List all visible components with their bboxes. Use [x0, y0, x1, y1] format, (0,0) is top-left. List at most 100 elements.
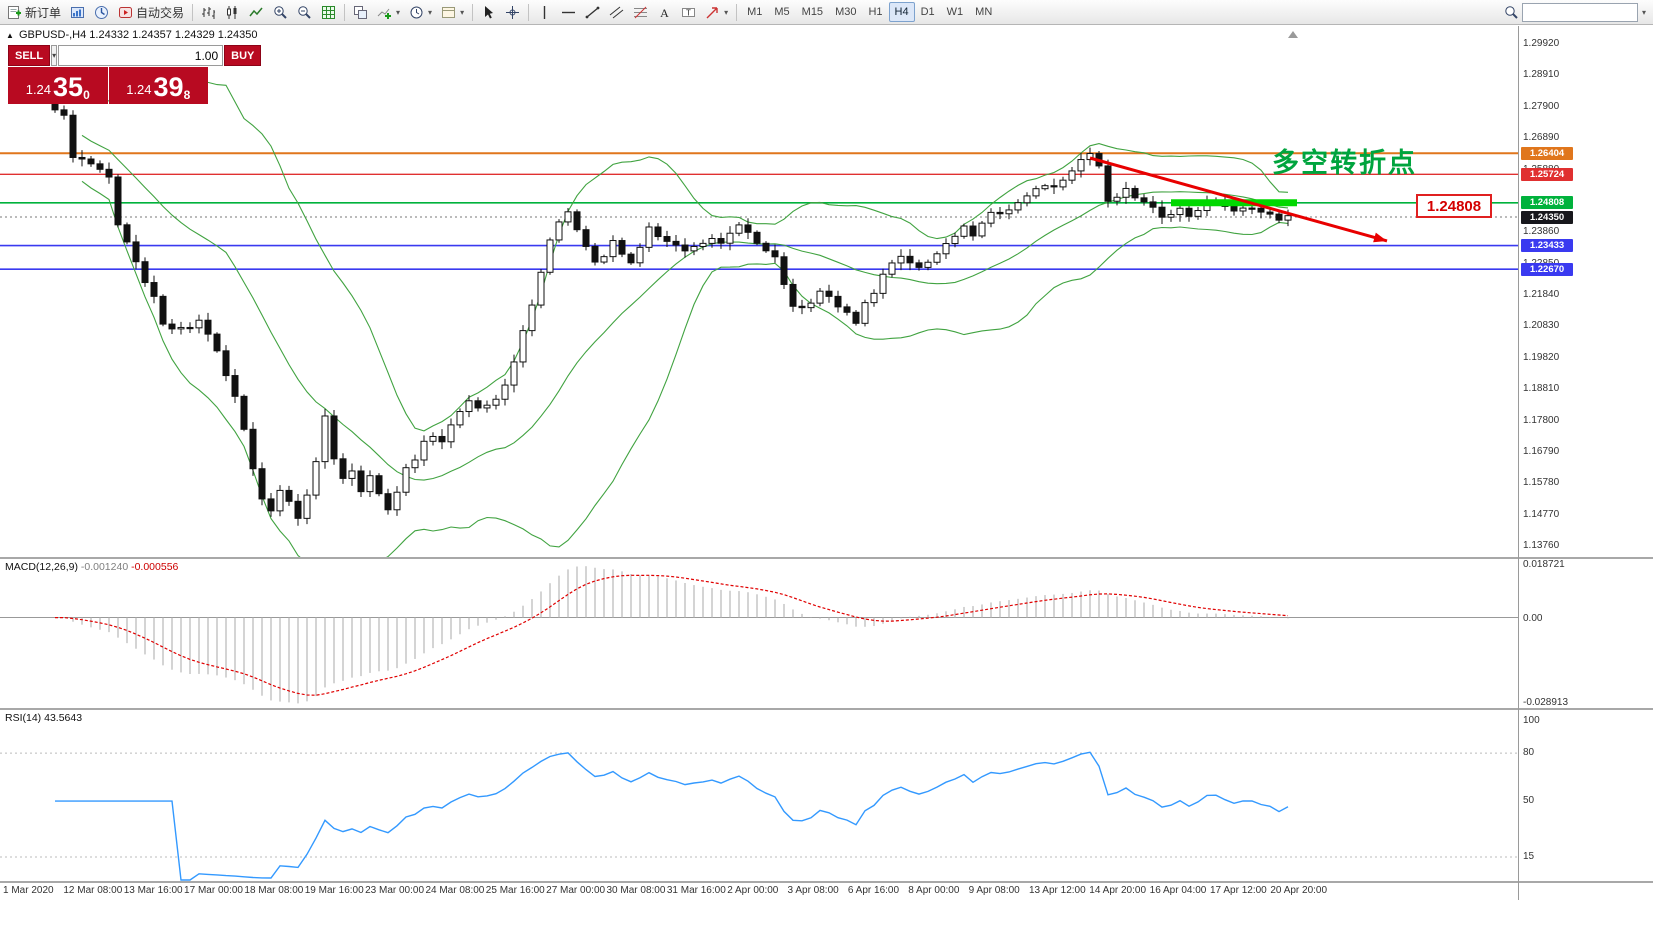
time-axis-label: 3 Apr 08:00 [787, 885, 839, 896]
zoom-out-button[interactable] [293, 2, 316, 23]
new-order-button[interactable]: 新订单 [3, 2, 65, 23]
tile-windows-button[interactable] [349, 2, 372, 23]
symbol-timeframe-label: GBPUSD-,H4 [18, 29, 87, 41]
panel-splitter[interactable] [0, 557, 1653, 559]
candlestick-chart-icon-button[interactable] [221, 2, 244, 23]
rsi-name: RSI(14) [5, 712, 42, 724]
price-axis-label: 1.26890 [1523, 132, 1560, 144]
macd-panel [0, 559, 1518, 708]
tile-windows-icon [354, 5, 368, 19]
price-axis-label: 1.28910 [1523, 69, 1560, 81]
channel-icon [609, 6, 624, 18]
volume-input[interactable] [58, 45, 224, 66]
line-chart-icon-button[interactable] [245, 2, 268, 23]
arrow-tools-button[interactable]: ▾ [701, 2, 732, 23]
channel-tool-button[interactable] [605, 2, 628, 23]
price-axis-label: 1.17800 [1523, 414, 1560, 426]
chart-shift-marker[interactable] [1288, 31, 1298, 38]
time-axis-label: 30 Mar 08:00 [606, 885, 666, 896]
time-scale[interactable]: 1 Mar 2020 12 Mar 08:00 13 Mar 16:00 17 Mar… [0, 883, 1518, 900]
market-watch-icon [71, 6, 85, 18]
fibonacci-tool-button[interactable] [629, 2, 652, 23]
time-axis-label: 6 Apr 16:00 [847, 885, 900, 896]
toolbar-separator [344, 3, 346, 21]
time-axis-label: 23 Mar 00:00 [365, 885, 425, 896]
sell-price-button[interactable]: 1.24 35 0 [8, 67, 108, 104]
buy-price-pip: 8 [183, 88, 191, 102]
price-chart-canvas[interactable] [0, 26, 1518, 570]
price-scale-border [1518, 26, 1519, 900]
label-tool-button[interactable]: T [677, 2, 700, 23]
price-axis-label: 1.19820 [1523, 351, 1560, 363]
timeframe-button-m15[interactable]: M15 [796, 2, 829, 22]
time-axis-label: 17 Apr 12:00 [1210, 885, 1267, 896]
macd-label: MACD(12,26,9) -0.001240 -0.000556 [5, 561, 178, 573]
price-axis-label: 1.29920 [1523, 38, 1560, 49]
timeframe-button-m1[interactable]: M1 [741, 2, 768, 22]
vertical-line-tool-button[interactable] [533, 2, 556, 23]
time-axis-label: 31 Mar 16:00 [666, 885, 726, 896]
dropdown-arrow-icon: ▾ [428, 7, 433, 17]
price-scale[interactable]: 1.299201.289101.279001.268901.258801.248… [1519, 26, 1653, 557]
grid-icon-button[interactable] [317, 2, 340, 23]
macd-axis-label: -0.028913 [1523, 697, 1569, 708]
bar-chart-icon [202, 6, 216, 19]
indicators-button[interactable]: ▾ [373, 2, 404, 23]
buy-button[interactable]: BUY [224, 45, 262, 66]
horizontal-line-tool-button[interactable] [557, 2, 580, 23]
timeframe-button-m5[interactable]: M5 [768, 2, 795, 22]
volume-dropdown-button[interactable]: ▾ [51, 45, 58, 66]
timeframe-button-w1[interactable]: W1 [941, 2, 970, 22]
rsi-axis-label: 80 [1523, 747, 1535, 759]
timeframe-button-mn[interactable]: MN [969, 2, 998, 22]
timeframe-toolbar: M1 M5 M15 M30 H1 H4 D1 W1 MN [741, 2, 998, 22]
price-axis-label: 1.13760 [1523, 540, 1560, 551]
panel-splitter[interactable] [0, 881, 1653, 883]
price-tag: 1.23433 [1521, 239, 1573, 252]
rsi-canvas[interactable] [0, 710, 1518, 881]
cursor-tool-button[interactable] [477, 2, 500, 23]
price-tag: 1.24808 [1521, 196, 1573, 210]
templates-icon [442, 6, 456, 18]
rsi-label: RSI(14) 43.5643 [5, 712, 82, 724]
rsi-value: 43.5643 [44, 712, 83, 724]
horizontal-line-icon [562, 11, 576, 13]
rsi-scale[interactable]: 100 80 50 15 [1519, 710, 1653, 881]
timeframe-button-h1[interactable]: H1 [862, 2, 888, 22]
price-chart-panel [0, 26, 1518, 570]
price-axis-label: 1.23860 [1523, 226, 1560, 238]
time-axis-label: 16 Apr 04:00 [1149, 885, 1207, 896]
macd-canvas[interactable] [0, 559, 1518, 708]
autotrading-button[interactable]: 自动交易 [114, 2, 188, 23]
sell-button[interactable]: SELL [8, 45, 51, 66]
periods-button[interactable]: ▾ [405, 2, 436, 23]
macd-scale[interactable]: 0.018721 0.00 -0.028913 [1519, 559, 1653, 708]
autotrading-icon [119, 6, 133, 18]
bar-chart-icon-button[interactable] [197, 2, 220, 23]
crosshair-tool-button[interactable] [501, 2, 524, 23]
macd-axis-label: 0.018721 [1523, 559, 1565, 570]
toolbar-separator [528, 3, 530, 21]
price-axis-label: 1.14770 [1523, 508, 1560, 520]
time-axis-label: 13 Apr 12:00 [1028, 885, 1086, 896]
timeframe-button-m30[interactable]: M30 [829, 2, 862, 22]
buy-price-button[interactable]: 1.24 39 8 [108, 67, 208, 104]
panel-splitter[interactable] [0, 708, 1653, 710]
rsi-axis-label: 50 [1523, 795, 1535, 807]
trendline-tool-button[interactable] [581, 2, 604, 23]
symbol-search-input[interactable] [1521, 2, 1638, 22]
zoom-in-button[interactable] [269, 2, 292, 23]
navigator-icon [95, 5, 109, 19]
candlestick-chart-icon [227, 5, 237, 19]
timeframe-button-h4[interactable]: H4 [888, 2, 915, 22]
navigator-button[interactable] [90, 2, 113, 23]
timeframe-button-d1[interactable]: D1 [915, 2, 941, 22]
turning-point-annotation: 多空转折点 [1272, 148, 1417, 178]
time-axis-label: 25 Mar 16:00 [485, 885, 545, 896]
toolbar-separator [472, 3, 474, 21]
market-watch-button[interactable] [66, 2, 89, 23]
price-axis-label: 1.18810 [1523, 383, 1560, 395]
templates-button[interactable]: ▾ [437, 2, 468, 23]
text-tool-button[interactable]: A [653, 2, 676, 23]
sell-price-pip: 0 [83, 88, 90, 102]
